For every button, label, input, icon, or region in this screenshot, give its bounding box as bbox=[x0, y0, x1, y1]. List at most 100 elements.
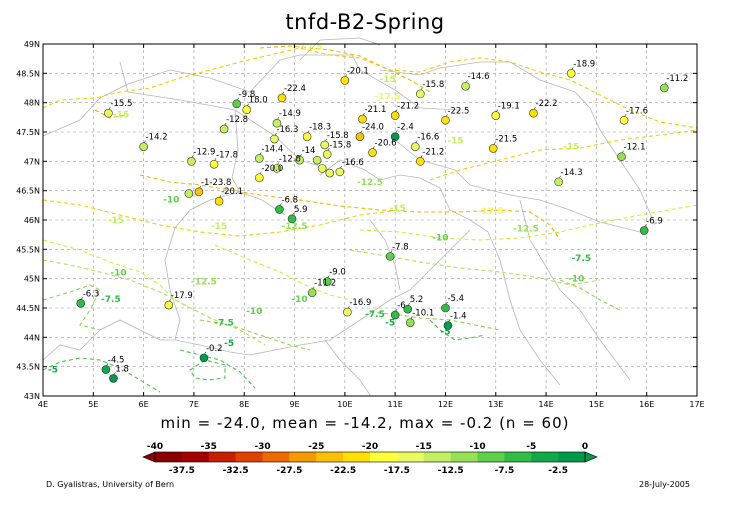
station-value-label: -15.8 bbox=[422, 80, 444, 90]
station-value-label: -7.8 bbox=[392, 242, 409, 252]
station-value-label: -15.8 bbox=[327, 131, 349, 141]
station-marker bbox=[295, 155, 304, 165]
colorbar-top-label: -15 bbox=[416, 442, 432, 452]
station-value-label: 18.0 bbox=[249, 96, 268, 106]
station-value-label: -17.8 bbox=[216, 150, 238, 160]
contour-label: -15 bbox=[563, 143, 579, 153]
y-tick-label: 46.5N bbox=[16, 187, 40, 196]
station-value-label: -6.3 bbox=[83, 289, 100, 299]
colorbar-bottom-label: -2.5 bbox=[548, 466, 568, 476]
contour-label: -12.5 bbox=[282, 222, 308, 232]
colorbar-bottom-label: -12.5 bbox=[438, 466, 464, 476]
colorbar-top-label: -10 bbox=[469, 442, 485, 452]
station-marker bbox=[343, 307, 352, 317]
colorbar-top-label: -20 bbox=[362, 442, 378, 452]
station-value-label: -12.1 bbox=[624, 143, 646, 153]
contour-label: -10 bbox=[291, 295, 307, 305]
station-value-label: -10.1 bbox=[412, 309, 434, 319]
station-value-label: -5.4 bbox=[447, 294, 464, 304]
station-value-label: -11.2 bbox=[314, 279, 336, 289]
colorbar-bottom-label: -27.5 bbox=[276, 466, 302, 476]
colorbar-swatch bbox=[504, 452, 532, 462]
station-value-label: -21.5 bbox=[495, 134, 517, 144]
contour-label: -10 bbox=[163, 195, 179, 205]
contour-label: -10 bbox=[432, 234, 448, 244]
station-value-label: -21.2 bbox=[397, 102, 419, 112]
station-marker bbox=[101, 365, 111, 374]
colorbar-bottom-label: -7.5 bbox=[495, 466, 515, 476]
x-tick-label: 10E bbox=[337, 400, 352, 409]
border-line bbox=[379, 61, 591, 109]
station-value-label: -14.9 bbox=[279, 109, 301, 119]
contour-label: -15 bbox=[390, 204, 406, 214]
station-value-label: -6.8 bbox=[281, 195, 298, 205]
y-tick-label: 47.5N bbox=[16, 128, 40, 137]
station-marker bbox=[312, 155, 322, 165]
border-line bbox=[359, 229, 471, 321]
station-marker bbox=[317, 164, 327, 173]
station-value-label: -9.8 bbox=[239, 90, 256, 100]
y-tick-label: 44N bbox=[24, 333, 40, 342]
colorbar-bottom-label: -37.5 bbox=[169, 466, 195, 476]
station-marker bbox=[199, 353, 209, 363]
station-marker bbox=[320, 140, 330, 150]
contour-label: -15 bbox=[211, 222, 227, 232]
x-tick-label: 15E bbox=[589, 400, 604, 409]
station-value-label: -20.0 bbox=[261, 164, 283, 174]
y-tick-label: 44.5N bbox=[16, 304, 40, 313]
station-value-label: -17.9 bbox=[171, 291, 193, 301]
station-marker bbox=[529, 108, 538, 118]
station-marker bbox=[307, 288, 317, 298]
colorbar-bottom-label: -17.5 bbox=[384, 466, 410, 476]
station-marker bbox=[659, 83, 669, 93]
colorbar-swatch bbox=[208, 452, 237, 462]
station-marker bbox=[340, 76, 350, 85]
colorbar-top-label: -30 bbox=[254, 442, 270, 452]
station-marker bbox=[322, 277, 332, 286]
border-line bbox=[164, 191, 241, 346]
contour-label: -17.5 bbox=[375, 93, 401, 103]
colorbar-swatch bbox=[396, 452, 425, 462]
station-marker bbox=[403, 304, 413, 314]
x-tick-label: 5E bbox=[88, 400, 98, 409]
station-marker bbox=[255, 173, 264, 183]
x-tick-label: 17E bbox=[689, 400, 704, 409]
axis-layer: 4E 5E 6E 7E 8E 9E 10E 11E 12E 13E 14E 15E 16E 17E 43N 4… bbox=[16, 40, 704, 409]
station-value-label: -16.6 bbox=[417, 133, 439, 143]
colorbar: -40 -35 -30 -25 -20 -15 -10 -5 0 -37.5 -32.5 -27.5 -… bbox=[142, 442, 598, 476]
station-marker bbox=[385, 252, 395, 261]
station-marker bbox=[390, 111, 400, 120]
contour-label: -10 bbox=[246, 307, 262, 317]
contour-line bbox=[369, 311, 501, 331]
border-line bbox=[199, 319, 361, 356]
contour-label: -5 bbox=[385, 319, 395, 329]
colorbar-swatch bbox=[289, 452, 317, 462]
station-value-label: -16.9 bbox=[349, 298, 371, 308]
station-marker bbox=[554, 177, 563, 187]
contour-label: -15 bbox=[108, 216, 124, 226]
contour-label-layer: -17.5 -15 -17.5 -15 -17.5 -15 -12.5 -12.5 -15 -10… bbox=[48, 43, 591, 376]
station-marker bbox=[325, 168, 335, 178]
contour-line bbox=[429, 129, 698, 181]
station-marker bbox=[209, 159, 219, 169]
station-value-label: -14.2 bbox=[146, 133, 168, 143]
station-value-label: -14.4 bbox=[261, 144, 283, 154]
x-tick-label: 13E bbox=[488, 400, 503, 409]
station-marker bbox=[335, 167, 345, 177]
colorbar-top-label: -40 bbox=[147, 442, 163, 452]
colorbar-bottom-label: -22.5 bbox=[330, 466, 356, 476]
colorbar-swatch bbox=[450, 452, 478, 462]
contour-label: -12.5 bbox=[357, 178, 383, 188]
x-tick-label: 11E bbox=[388, 400, 403, 409]
contour-line bbox=[259, 45, 431, 93]
station-marker bbox=[242, 105, 252, 115]
station-value-label: -16.3 bbox=[276, 125, 298, 135]
contour-label: -10 bbox=[568, 275, 584, 285]
station-value-label: -1.4 bbox=[450, 312, 467, 322]
station-marker bbox=[272, 164, 282, 173]
contour-line bbox=[42, 357, 161, 393]
colorbar-swatch bbox=[423, 452, 452, 462]
station-marker bbox=[488, 144, 498, 153]
border-line bbox=[249, 54, 461, 111]
station-value-label: -20.6 bbox=[375, 139, 397, 149]
